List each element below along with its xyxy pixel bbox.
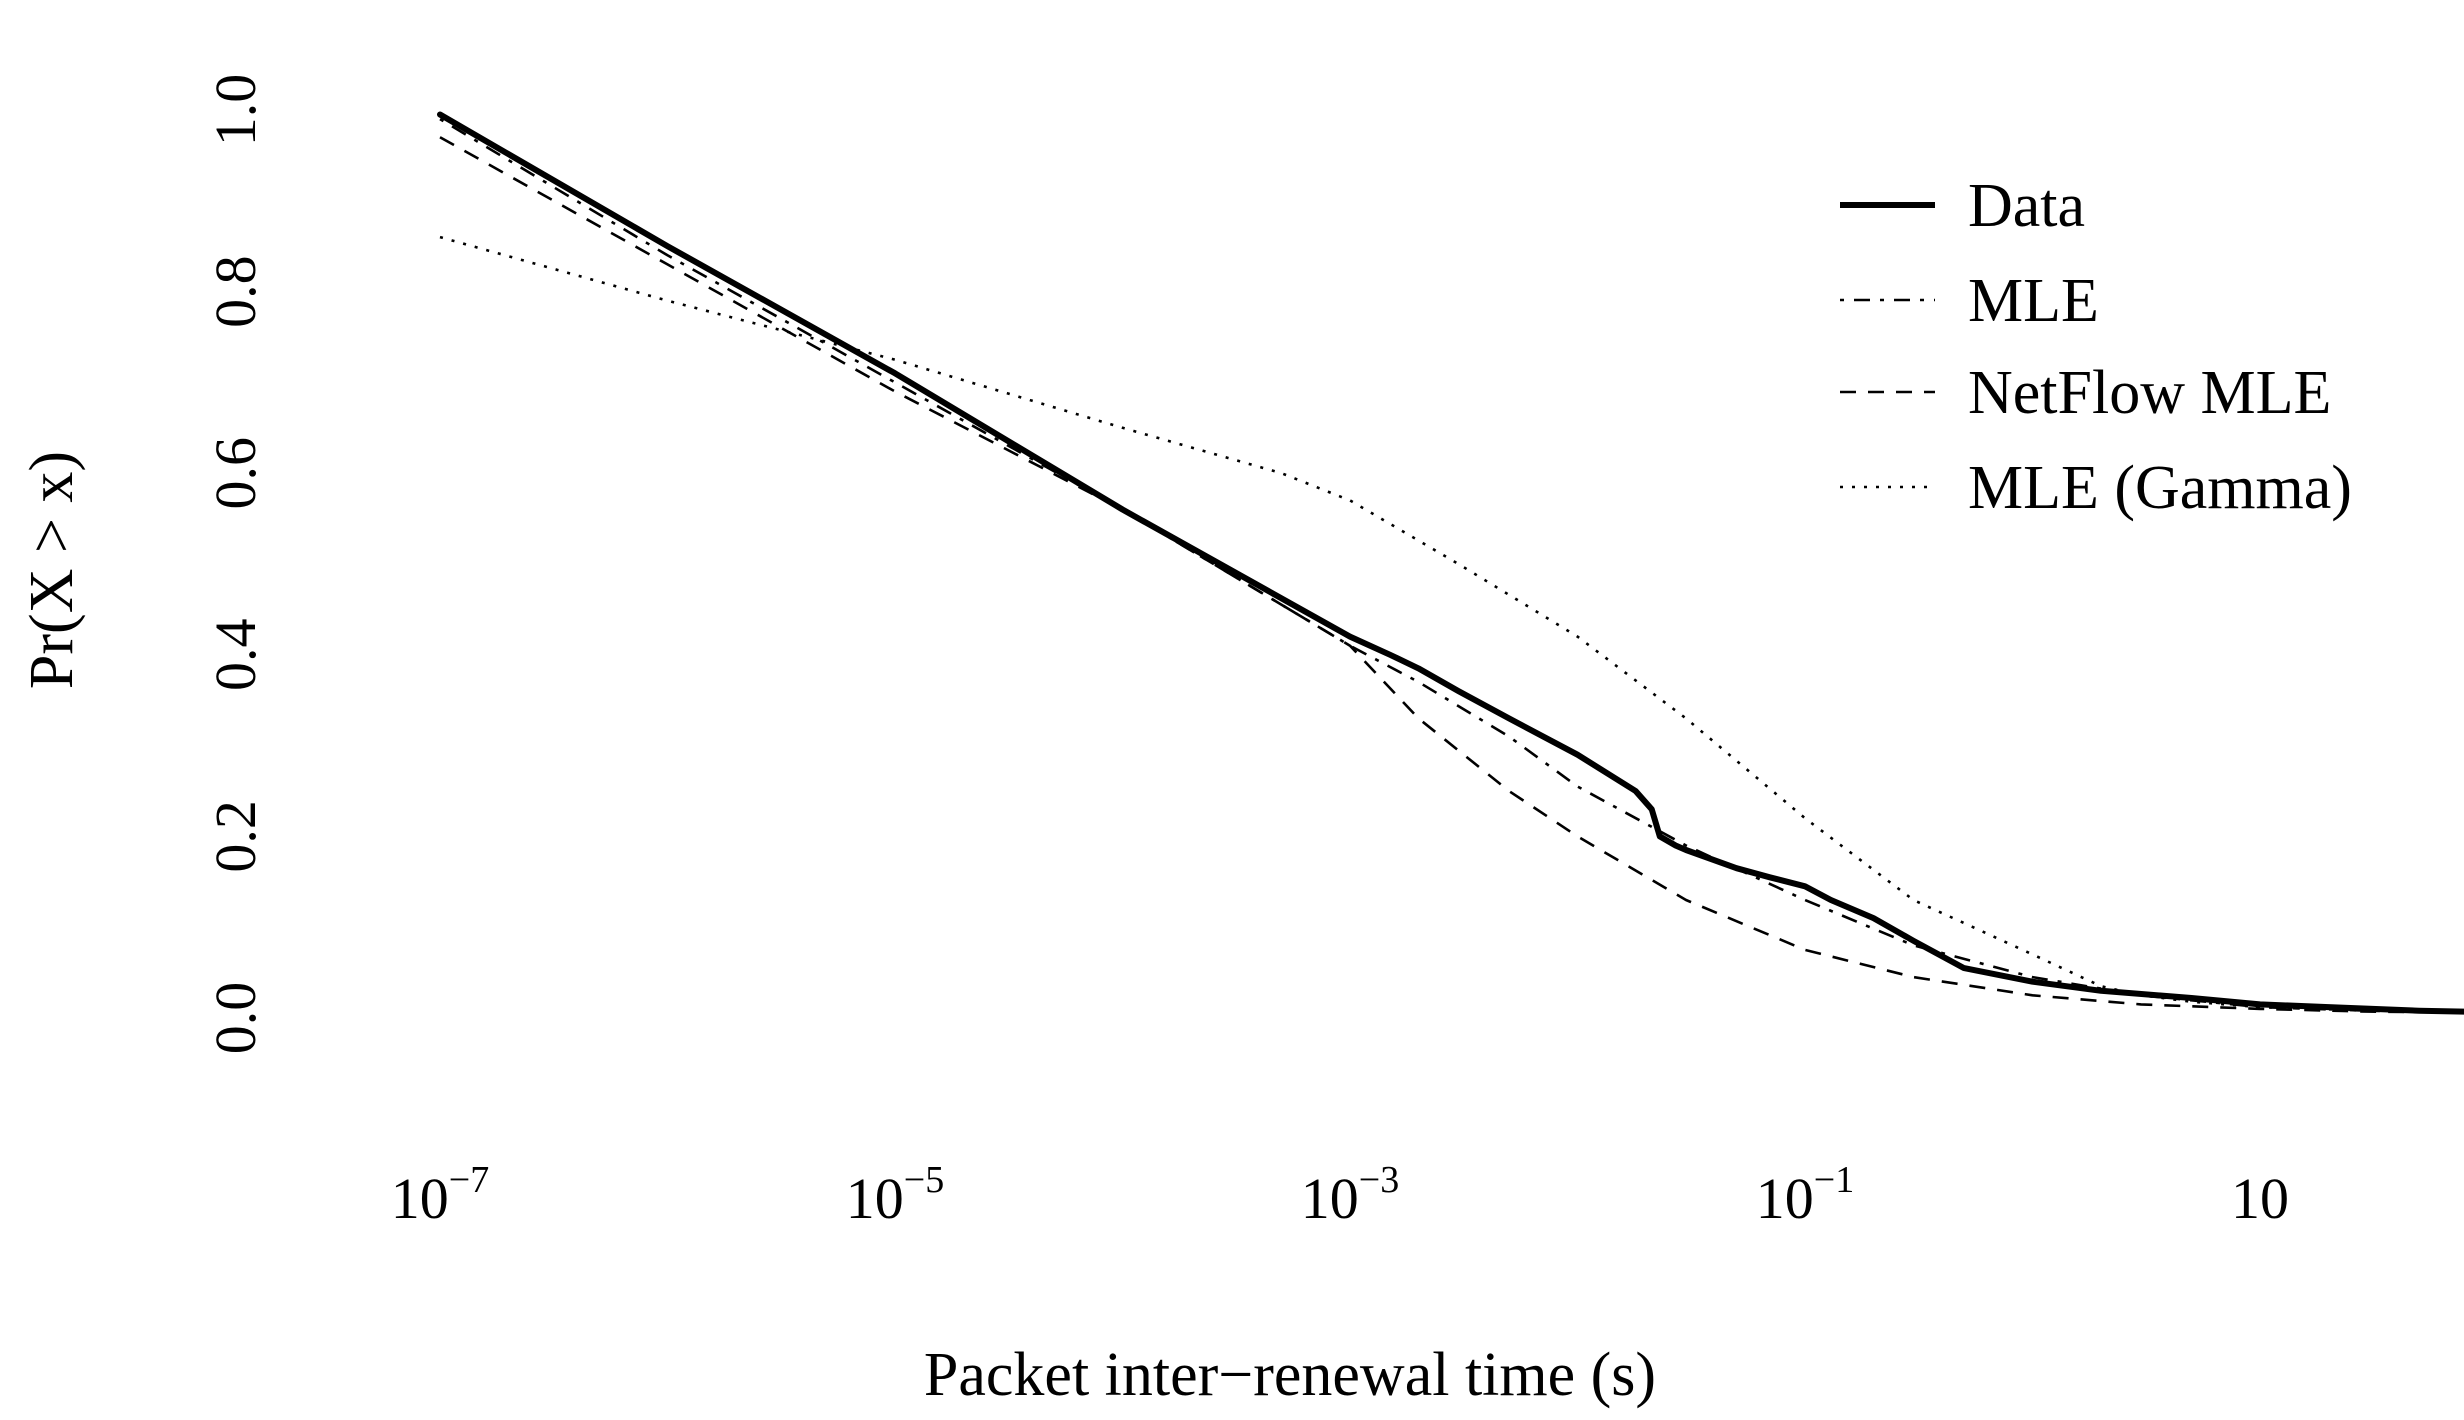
series-line <box>440 115 2464 1014</box>
y-tick-label: 0.4 <box>203 619 268 692</box>
legend: Data MLE NetFlow MLE MLE (Gamma) <box>1840 172 2352 522</box>
y-axis-title: Pr(X > x) <box>18 451 86 689</box>
x-axis-ticks: 10−7 10−5 10−3 10−1 10 <box>391 1159 2289 1231</box>
series-line <box>440 237 2464 1013</box>
y-axis-ticks: 0.0 0.2 0.4 0.6 0.8 1.0 <box>203 74 268 1055</box>
series-line <box>440 119 2464 1013</box>
y-tick-label: 0.2 <box>203 800 268 873</box>
y-tick-label: 0.6 <box>203 437 268 510</box>
legend-label: MLE (Gamma) <box>1968 454 2352 522</box>
y-tick-label: 0.0 <box>203 982 268 1055</box>
x-tick-label: 10−5 <box>846 1159 944 1231</box>
y-tick-label: 1.0 <box>203 74 268 147</box>
x-tick-label: 10−3 <box>1301 1159 1399 1231</box>
legend-label: Data <box>1968 172 2085 240</box>
x-tick-label: 10 <box>2231 1166 2289 1231</box>
legend-label: MLE <box>1968 267 2099 335</box>
x-axis-title: Packet inter−renewal time (s) <box>924 1341 1656 1409</box>
plot-series <box>440 115 2464 1014</box>
x-tick-label: 10−7 <box>391 1159 489 1231</box>
series-line <box>440 137 2464 1013</box>
y-tick-label: 0.8 <box>203 255 268 328</box>
legend-label: NetFlow MLE <box>1968 359 2331 427</box>
x-tick-label: 10−1 <box>1756 1159 1854 1231</box>
